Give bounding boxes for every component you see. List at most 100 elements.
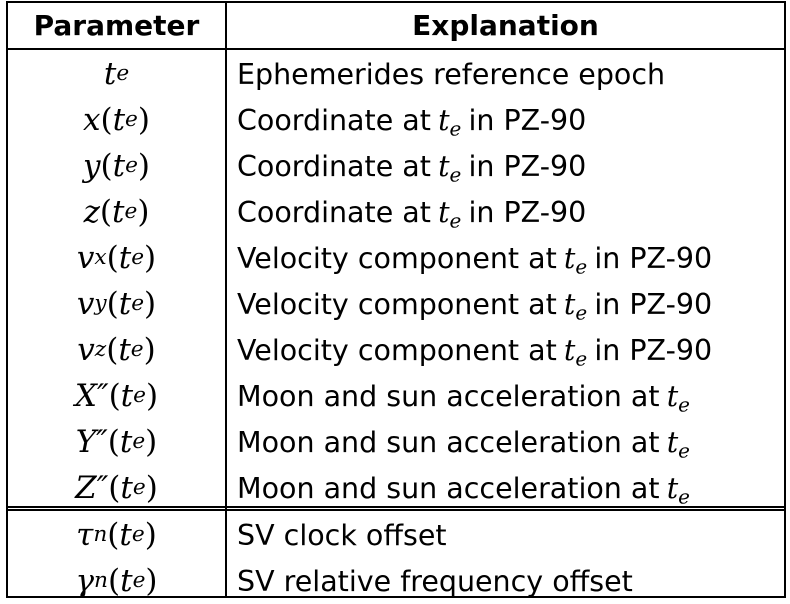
time-symbol: t (112, 148, 126, 184)
inline-symbol: te (438, 103, 462, 141)
table-row: v y(t e) Velocity component at te in PZ-90 (8, 281, 784, 327)
time-symbol: t (118, 240, 132, 276)
time-symbol: t (120, 563, 133, 599)
time-symbol: t (112, 194, 125, 230)
symbol-base: X″ (74, 378, 109, 414)
close-paren: ) (143, 332, 156, 368)
inline-symbol-base: t (438, 149, 450, 183)
explanation-cell: SV clock offset (237, 512, 780, 558)
parameter-cell: y(t e) (82, 148, 151, 184)
explanation-text: Moon and sun acceleration at (237, 425, 660, 459)
table-row: v z(t e) Velocity component at te in PZ-90 (8, 327, 784, 373)
open-paren: ( (108, 378, 121, 414)
time-symbol: t (119, 517, 132, 553)
explanation-text: SV relative frequency offset (237, 564, 633, 598)
inline-symbol: te (666, 471, 690, 507)
open-paren: ( (99, 194, 113, 230)
table-row: τ n(t e) SV clock offset (8, 512, 784, 558)
table-row: X″(t e) Moon and sun acceleration at te (8, 373, 784, 419)
time-symbol: t (120, 378, 134, 414)
parameter-table: Parameter Explanation t e Ephemerides refe… (6, 1, 786, 599)
parameter-header: Parameter (33, 9, 200, 42)
inline-symbol-base: t (563, 241, 576, 275)
inline-symbol-base: t (666, 471, 679, 505)
explanation-cell: Coordinate at te in PZ-90 (237, 97, 780, 143)
open-paren: ( (107, 563, 121, 599)
inline-symbol-subscript: e (575, 300, 588, 325)
symbol-base: γ (75, 563, 95, 599)
explanation-text: Velocity component at (237, 241, 557, 275)
inline-symbol-subscript: e (449, 116, 462, 141)
explanation-cell: Moon and sun acceleration at te (237, 373, 780, 419)
close-paren: ) (145, 378, 159, 414)
inline-symbol-base: t (438, 103, 450, 137)
inline-symbol-base: t (666, 425, 679, 459)
parameter-cell: v y(t e) (76, 286, 157, 322)
inline-symbol-subscript: e (678, 392, 690, 417)
parameter-cell: τ n(t e) (76, 517, 157, 553)
open-paren: ( (106, 332, 119, 368)
explanation-cell: Moon and sun acceleration at te (237, 419, 780, 465)
time-symbol: t (120, 470, 133, 506)
explanation-cell: Velocity component at te in PZ-90 (237, 281, 780, 327)
inline-symbol-subscript: e (449, 208, 462, 233)
close-paren: ) (145, 563, 158, 599)
parameter-cell: x(t e) (82, 102, 150, 138)
close-paren: ) (137, 102, 150, 138)
symbol-base: x (82, 102, 101, 138)
explanation-header: Explanation (412, 9, 599, 42)
table-row: γ n(t e) SV relative frequency offset (8, 558, 784, 604)
close-paren: ) (137, 148, 151, 184)
symbol-base: τ (76, 517, 94, 553)
header-row: Parameter Explanation (8, 3, 784, 48)
explanation-text: Coordinate at (237, 103, 431, 137)
explanation-cell: Velocity component at te in PZ-90 (237, 327, 780, 373)
symbol-base: v (76, 240, 95, 276)
symbol-base: Y″ (75, 424, 108, 460)
inline-symbol-subscript: e (678, 438, 690, 463)
close-paren: ) (144, 240, 157, 276)
symbol-base: v (77, 332, 95, 368)
parameter-cell: Z″(t e) (75, 470, 158, 506)
inline-symbol: te (563, 333, 588, 371)
group-divider-bottom (8, 509, 784, 511)
time-symbol: t (119, 424, 133, 460)
header-divider (8, 48, 784, 50)
inline-symbol-base: t (438, 195, 450, 229)
explanation-text: Velocity component at (237, 287, 557, 321)
open-paren: ( (106, 240, 119, 276)
symbol-base: z (83, 194, 100, 230)
explanation-cell: Coordinate at te in PZ-90 (237, 189, 780, 235)
explanation-text: SV clock offset (237, 518, 447, 552)
close-paren: ) (145, 470, 158, 506)
symbol-base: v (76, 286, 95, 322)
inline-symbol-base: t (563, 333, 576, 367)
explanation-text: Moon and sun acceleration at (237, 379, 660, 413)
explanation-text: Velocity component at (237, 333, 557, 367)
inline-symbol: te (666, 425, 690, 463)
inline-symbol-subscript: e (449, 162, 462, 187)
table-row: x(t e) Coordinate at te in PZ-90 (8, 97, 784, 143)
inline-symbol: te (564, 288, 588, 325)
inline-symbol-subscript: e (575, 346, 588, 371)
table-row: y(t e) Coordinate at te in PZ-90 (8, 143, 784, 189)
parameter-cell: X″(t e) (74, 378, 159, 414)
table-row: Z″(t e) Moon and sun acceleration at te (8, 465, 784, 511)
close-paren: ) (144, 286, 157, 322)
explanation-text: Coordinate at (237, 149, 431, 183)
open-paren: ( (100, 102, 113, 138)
open-paren: ( (106, 286, 119, 322)
symbol-base: y (82, 148, 101, 184)
symbol-base: t (103, 56, 117, 92)
inline-symbol: te (563, 241, 587, 277)
parameter-cell: v z(t e) (77, 332, 156, 368)
inline-symbol: te (438, 195, 462, 233)
close-paren: ) (145, 424, 158, 460)
open-paren: ( (107, 517, 120, 553)
group-divider-top (8, 506, 784, 508)
explanation-suffix: in PZ-90 (594, 333, 713, 367)
explanation-suffix: in PZ-90 (468, 149, 587, 183)
explanation-cell: Ephemerides reference epoch (237, 51, 780, 97)
explanation-cell: Velocity component at te in PZ-90 (237, 235, 780, 281)
